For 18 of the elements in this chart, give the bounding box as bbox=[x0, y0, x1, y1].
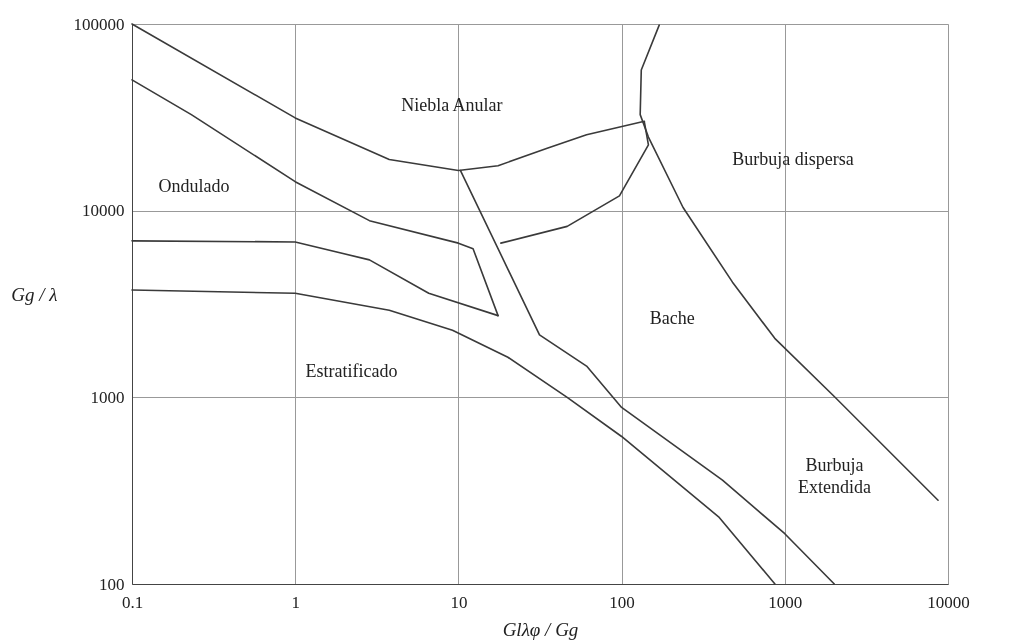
x-tick-label: 0.1 bbox=[121, 592, 144, 612]
x-tick-label: 1000 bbox=[768, 592, 803, 612]
x-tick-label: 1 bbox=[291, 592, 300, 612]
x-tick-label: 10000 bbox=[927, 592, 970, 612]
y-axis-title: Gg / λ bbox=[11, 283, 58, 305]
annotation: Niebla Anular bbox=[401, 94, 503, 115]
annotation: Estratificado bbox=[305, 360, 398, 381]
x-tick-label: 10 bbox=[450, 592, 468, 612]
annotation: Burbuja Extendida bbox=[798, 455, 872, 498]
annotation: Ondulado bbox=[158, 175, 230, 196]
annotation: Burbuja dispersa bbox=[732, 148, 854, 169]
y-tick-label: 1000 bbox=[90, 387, 125, 407]
y-tick-label: 10000 bbox=[82, 201, 125, 221]
annotation: Bache bbox=[649, 308, 695, 329]
x-tick-label: 100 bbox=[609, 592, 635, 612]
y-tick-label: 100000 bbox=[73, 14, 125, 34]
x-axis-title: Glλφ / Gg bbox=[502, 618, 579, 640]
y-tick-label: 100 bbox=[99, 574, 125, 594]
